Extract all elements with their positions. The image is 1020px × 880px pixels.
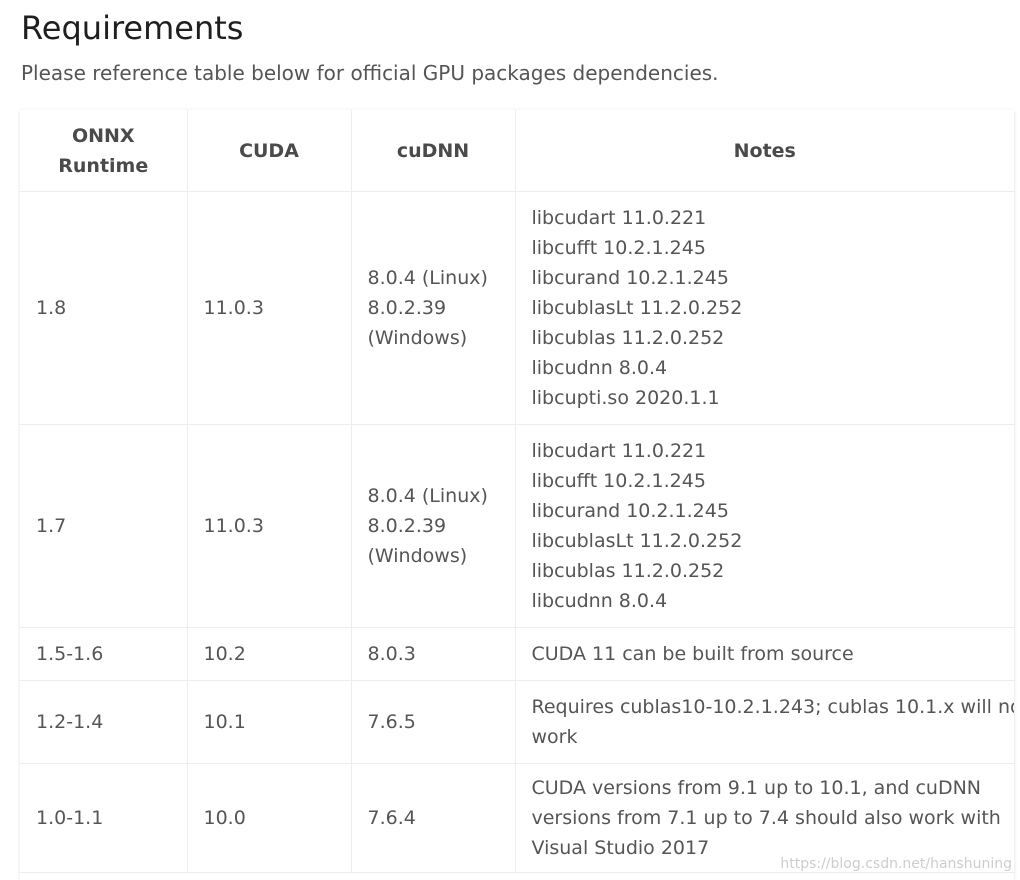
header-onnx-runtime-line-2: Runtime	[58, 154, 149, 177]
cell-cudnn-line: 8.0.2.39	[367, 515, 447, 537]
page-title: Requirements	[21, 9, 244, 47]
cell-notes: CUDA 11 can be built from source	[515, 627, 1014, 681]
header-notes: Notes	[515, 110, 1014, 192]
cell-cudnn-line: (Windows)	[367, 327, 468, 349]
cell-cudnn-line: 8.0.4 (Linux)	[367, 485, 488, 507]
table-row: 1.7 11.0.3 8.0.4 (Linux) 8.0.2.39 (Windows) l…	[20, 424, 1014, 628]
table-row: 1.2-1.4 10.1 7.6.5 Requires cublas10-10.2.1…	[20, 680, 1015, 764]
cell-cudnn-line: 7.6.5	[367, 711, 416, 733]
cell-notes-line: libcudnn 8.0.4	[531, 590, 668, 612]
table-row: 1.0-1.1 10.0 7.6.4 CUDA versions from 9.1 u…	[20, 763, 1014, 873]
cell-runtime: 1.7	[20, 424, 188, 628]
cell-notes: CUDA versions from 9.1 up to 10.1, and c…	[515, 763, 1014, 873]
table-header-row: ONNX Runtime CUDA cuDNN Notes	[20, 110, 1014, 192]
cell-notes-line: libcublasLt 11.2.0.252	[531, 530, 743, 552]
cell-notes-line: libcudart 11.0.221	[531, 207, 707, 229]
header-onnx-runtime: ONNX Runtime	[20, 110, 188, 192]
cell-notes: libcudart 11.0.221 libcufft 10.2.1.245 lib…	[515, 191, 1014, 425]
cell-cudnn-line: 7.6.4	[367, 807, 416, 829]
cell-notes-line: work	[531, 726, 578, 748]
cell-notes-line: libcufft 10.2.1.245	[531, 237, 706, 259]
cell-notes-line: libcurand 10.2.1.245	[531, 500, 729, 522]
cell-cudnn: 7.6.5	[351, 680, 516, 764]
cell-notes-line: libcupti.so 2020.1.1	[531, 387, 720, 409]
cell-cudnn: 7.6.4	[351, 763, 516, 873]
cell-cudnn: 8.0.3	[351, 627, 516, 681]
cell-notes-line: libcudnn 8.0.4	[531, 357, 668, 379]
cell-notes-line: Requires cublas10-10.2.1.243; cublas 10.…	[531, 696, 1015, 718]
cell-notes-line: versions from 7.1 up to 7.4 should also …	[531, 807, 1001, 829]
cell-runtime: 1.5-1.6	[20, 627, 188, 681]
cell-cuda: 10.0	[187, 763, 352, 873]
cell-runtime: 1.8	[20, 191, 188, 425]
cell-cuda: 10.2	[187, 627, 352, 681]
cell-notes-line: libcublasLt 11.2.0.252	[531, 297, 743, 319]
watermark: https://blog.csdn.net/hanshuning	[780, 856, 1012, 872]
header-onnx-runtime-line-1: ONNX	[71, 124, 135, 147]
cell-notes-line: CUDA 11 can be built from source	[531, 643, 854, 665]
cell-cudnn-line: 8.0.2.39	[367, 297, 447, 319]
cell-cuda: 11.0.3	[187, 424, 352, 628]
cell-cudnn: 8.0.4 (Linux) 8.0.2.39 (Windows)	[351, 191, 516, 425]
cell-notes: Requires cublas10-10.2.1.243; cublas 10.…	[515, 680, 1015, 764]
requirements-table-card: ONNX Runtime CUDA cuDNN Notes 1.8 11.0.3 8…	[20, 110, 1014, 880]
requirements-table: ONNX Runtime CUDA cuDNN Notes 1.8 11.0.3 8…	[20, 110, 1014, 873]
cell-notes-line: libcublas 11.2.0.252	[531, 327, 725, 349]
table-row: 1.8 11.0.3 8.0.4 (Linux) 8.0.2.39 (Windows) l…	[20, 191, 1014, 425]
header-cudnn: cuDNN	[351, 110, 516, 192]
cell-notes-line: Visual Studio 2017	[531, 837, 710, 859]
cell-runtime: 1.0-1.1	[20, 763, 188, 873]
cell-notes-line: libcufft 10.2.1.245	[531, 470, 706, 492]
cell-runtime: 1.2-1.4	[20, 680, 188, 764]
cell-cudnn: 8.0.4 (Linux) 8.0.2.39 (Windows)	[351, 424, 516, 628]
table-row: 1.5-1.6 10.2 8.0.3 CUDA 11 can be built fro…	[20, 627, 1014, 681]
cell-cudnn-line: (Windows)	[367, 545, 468, 567]
cell-cudnn-line: 8.0.3	[367, 643, 416, 665]
cell-cuda: 10.1	[187, 680, 352, 764]
cell-cuda: 11.0.3	[187, 191, 352, 425]
cell-notes: libcudart 11.0.221 libcufft 10.2.1.245 lib…	[515, 424, 1014, 628]
cell-notes-line: libcublas 11.2.0.252	[531, 560, 725, 582]
cell-notes-line: CUDA versions from 9.1 up to 10.1, and c…	[531, 777, 982, 799]
page-subtitle: Please reference table below for officia…	[21, 61, 719, 85]
cell-cudnn-line: 8.0.4 (Linux)	[367, 267, 488, 289]
header-cuda: CUDA	[187, 110, 352, 192]
cell-notes-line: libcudart 11.0.221	[531, 440, 707, 462]
cell-notes-line: libcurand 10.2.1.245	[531, 267, 729, 289]
